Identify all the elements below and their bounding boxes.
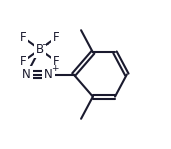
Text: B: B (36, 43, 44, 56)
Text: F: F (20, 31, 27, 44)
Text: F: F (20, 55, 27, 68)
Text: F: F (53, 55, 59, 68)
Text: N: N (22, 68, 31, 81)
Text: F: F (53, 31, 59, 44)
Text: −: − (41, 39, 49, 48)
Text: N: N (44, 68, 53, 81)
Text: +: + (51, 64, 58, 73)
